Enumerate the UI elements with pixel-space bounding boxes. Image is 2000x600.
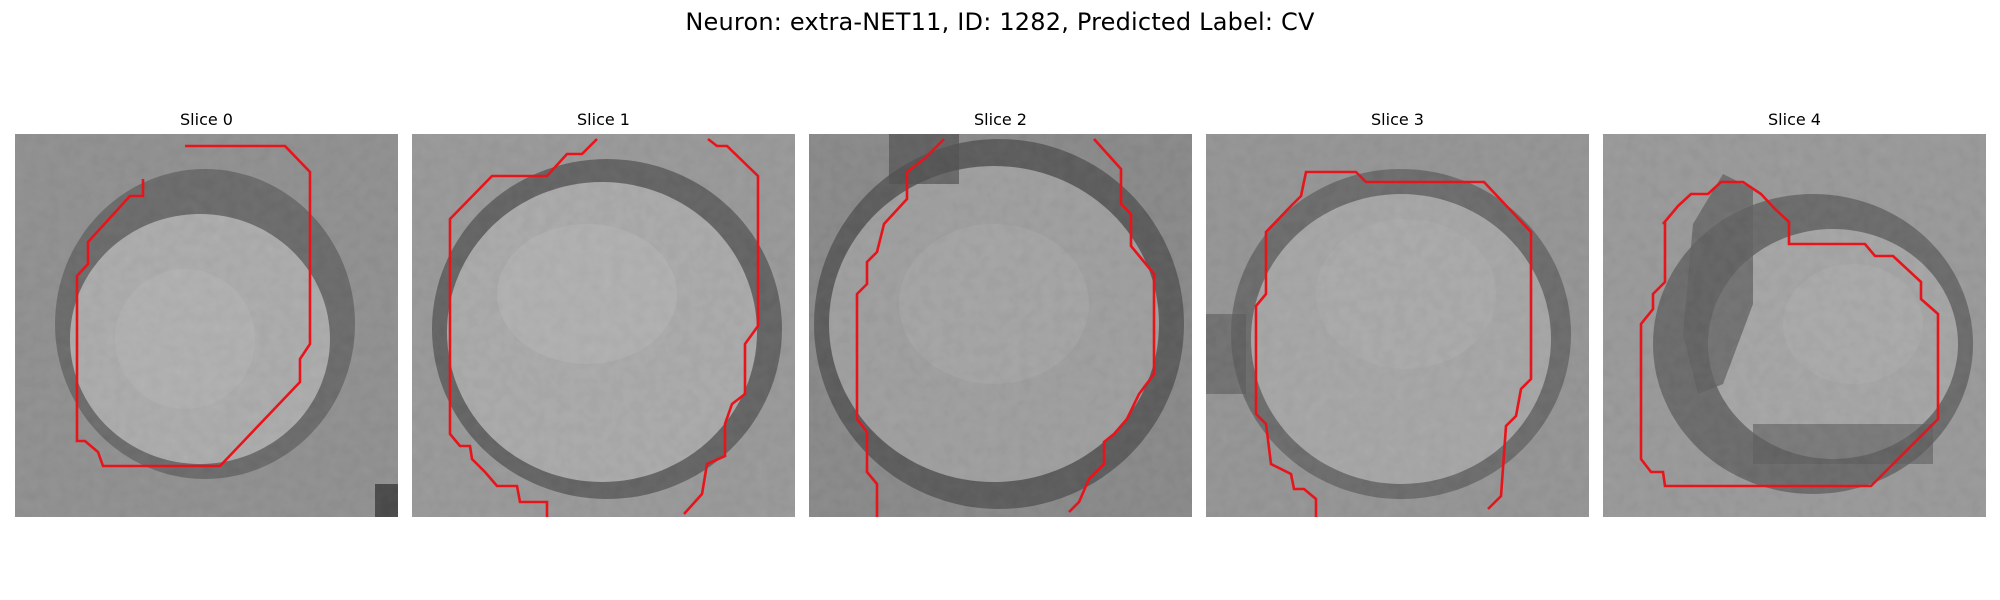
slice-panel-4: Slice 4 (1603, 108, 1986, 517)
slice-panel-2: Slice 2 (809, 108, 1192, 517)
slice-panel-1: Slice 1 (412, 108, 795, 517)
contour-line (855, 138, 945, 517)
slice-title: Slice 0 (180, 110, 233, 129)
slice-image (1206, 134, 1589, 517)
contour-line (448, 138, 598, 517)
slice-image (15, 134, 398, 517)
figure-title: Neuron: extra-NET11, ID: 1282, Predicted… (685, 8, 1315, 36)
contour-line (75, 144, 312, 468)
contour-line (1068, 138, 1156, 513)
slice-title: Slice 3 (1371, 110, 1424, 129)
contour-line (1639, 180, 1940, 488)
slice-title: Slice 4 (1768, 110, 1821, 129)
slice-image (1603, 134, 1986, 517)
slice-title: Slice 1 (577, 110, 630, 129)
slice-image (412, 134, 795, 517)
slice-image (809, 134, 1192, 517)
contour-line (683, 137, 760, 515)
slice-panel-3: Slice 3 (1206, 108, 1589, 517)
slice-panel-0: Slice 0 (15, 108, 398, 517)
slice-title: Slice 2 (974, 110, 1027, 129)
contour-line (1254, 170, 1533, 517)
